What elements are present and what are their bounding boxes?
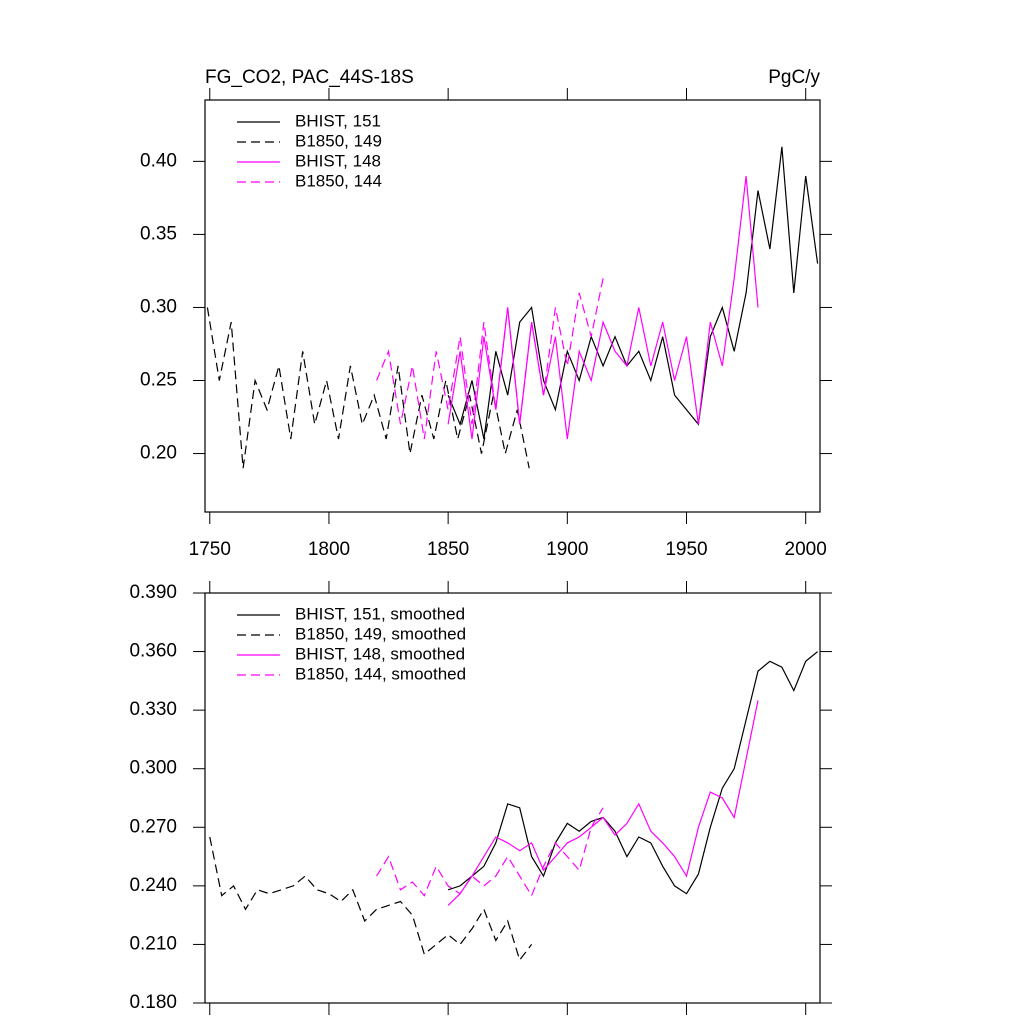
x-tick-label: 1750 (189, 539, 231, 560)
plot-frame (204, 592, 821, 1004)
y-tick-label: 0.25 (140, 370, 177, 391)
y-tick-label: 0.330 (129, 699, 177, 720)
x-tick-label: 1950 (665, 539, 707, 560)
series-line (447, 651, 818, 895)
series-line (376, 807, 604, 897)
legend-label: BHIST, 148 (295, 151, 381, 170)
legend-label: BHIST, 151, smoothed (295, 604, 465, 623)
y-tick-label: 0.30 (140, 296, 177, 317)
y-tick-label: 0.270 (129, 816, 177, 837)
legend-label: BHIST, 148, smoothed (295, 644, 465, 663)
plot-frame (204, 99, 821, 513)
legend-label: B1850, 144 (295, 171, 382, 190)
x-tick-label: 1900 (546, 539, 588, 560)
x-tick-label: 1850 (427, 539, 469, 560)
series-line (447, 700, 759, 906)
series-line (376, 278, 604, 440)
y-tick-label: 0.210 (129, 933, 177, 954)
legend-label: B1850, 149, smoothed (295, 624, 466, 643)
legend-label: BHIST, 151 (295, 111, 381, 130)
series-line (209, 836, 533, 962)
y-tick-label: 0.180 (129, 992, 177, 1013)
series-line (206, 307, 530, 469)
x-tick-label: 1800 (308, 539, 350, 560)
y-tick-label: 0.390 (129, 582, 177, 603)
series-line (447, 146, 819, 440)
x-tick-label: 2000 (785, 539, 827, 560)
legend-label: B1850, 149 (295, 131, 382, 150)
legend-label: B1850, 144, smoothed (295, 664, 466, 683)
y-tick-label: 0.240 (129, 875, 177, 896)
y-tick-label: 0.20 (140, 443, 177, 464)
units-label: PgC/y (768, 67, 820, 88)
y-tick-label: 0.35 (140, 223, 177, 244)
y-tick-label: 0.360 (129, 641, 177, 662)
y-tick-label: 0.300 (129, 758, 177, 779)
chart-title: FG_CO2, PAC_44S-18S (205, 67, 414, 88)
y-tick-label: 0.40 (140, 150, 177, 171)
